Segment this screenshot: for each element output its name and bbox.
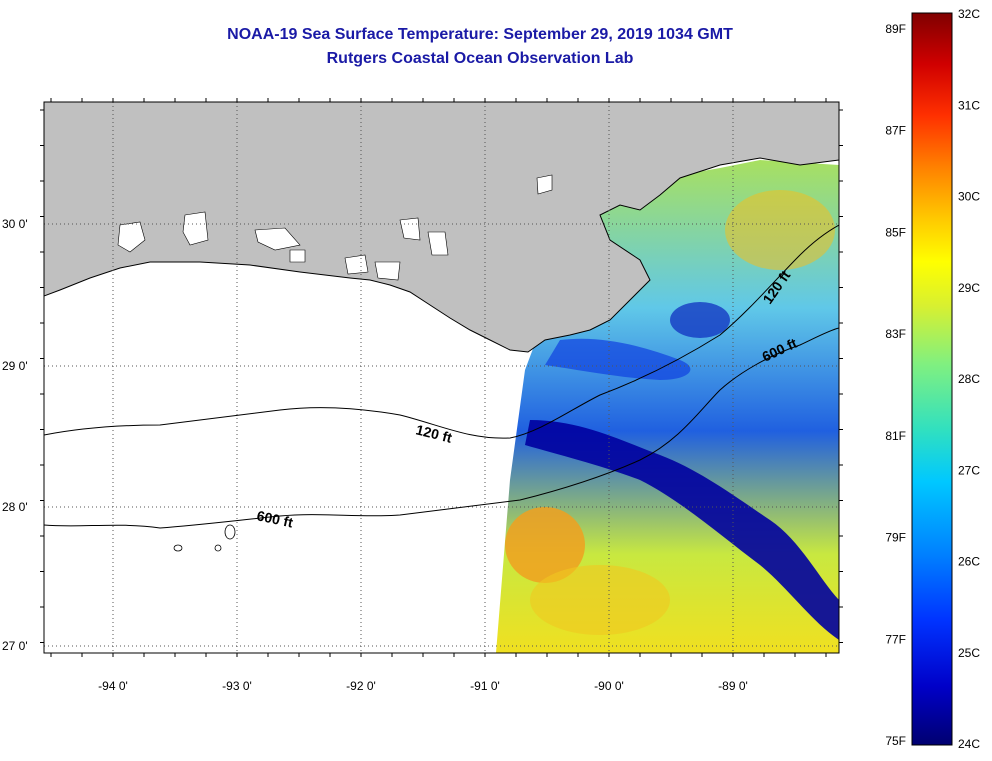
lake	[374, 261, 401, 281]
contour-120ft	[44, 224, 839, 439]
cold-water-band	[525, 420, 839, 640]
contour-600ft	[44, 327, 839, 529]
celsius-label: 24C	[958, 737, 980, 751]
lat-label-30: 30 0'	[2, 217, 28, 231]
lon-label-92: -92 0'	[346, 679, 376, 693]
contour-label-600ft-west: 600 ft	[255, 507, 294, 530]
warm-water-patch	[725, 190, 835, 270]
lat-label-28: 28 0'	[2, 500, 28, 514]
fahrenheit-label: 75F	[885, 734, 906, 748]
lon-label-90: -90 0'	[594, 679, 624, 693]
fahrenheit-label: 81F	[885, 429, 906, 443]
celsius-label: 27C	[958, 463, 980, 477]
celsius-label: 29C	[958, 281, 980, 295]
fahrenheit-label: 79F	[885, 531, 906, 545]
lake	[182, 211, 209, 246]
lon-label-89: -89 0'	[718, 679, 748, 693]
fahrenheit-label: 87F	[885, 124, 906, 138]
fahrenheit-scale: 89F 87F 85F 83F 81F 79F 77F 75F	[885, 22, 906, 748]
island	[224, 524, 236, 540]
lake	[254, 227, 301, 251]
fahrenheit-label: 89F	[885, 22, 906, 36]
map-subtitle: Rutgers Coastal Ocean Observation Lab	[326, 50, 634, 67]
lon-label-91: -91 0'	[470, 679, 500, 693]
lat-label-29: 29 0'	[2, 359, 28, 373]
fahrenheit-label: 77F	[885, 632, 906, 646]
celsius-label: 31C	[958, 98, 980, 112]
land-mass	[44, 102, 839, 353]
celsius-label: 26C	[958, 555, 980, 569]
cold-water-band	[545, 338, 691, 380]
warm-water-patch	[530, 565, 670, 635]
graticule	[44, 102, 839, 653]
lon-label-93: -93 0'	[222, 679, 252, 693]
map-ticks	[40, 98, 843, 657]
color-scale-bar	[911, 12, 953, 746]
lake	[536, 174, 553, 195]
lake	[344, 254, 369, 275]
warm-water-patch	[505, 507, 585, 583]
lon-label-94: -94 0'	[98, 679, 128, 693]
celsius-scale: 32C 31C 30C 29C 28C 27C 26C 25C 24C	[958, 7, 980, 751]
island	[214, 544, 222, 552]
celsius-label: 25C	[958, 646, 980, 660]
lake	[289, 249, 306, 263]
fahrenheit-label: 83F	[885, 327, 906, 341]
celsius-label: 28C	[958, 372, 980, 386]
map-border	[43, 101, 840, 654]
fahrenheit-label: 85F	[885, 225, 906, 239]
lake	[427, 231, 449, 256]
celsius-label: 30C	[958, 190, 980, 204]
celsius-label: 32C	[958, 7, 980, 21]
island	[173, 544, 183, 552]
cold-water-patch	[670, 302, 730, 338]
map-title: NOAA-19 Sea Surface Temperature: Septemb…	[227, 26, 733, 43]
lat-label-27: 27 0'	[2, 639, 28, 653]
lake	[117, 221, 146, 253]
